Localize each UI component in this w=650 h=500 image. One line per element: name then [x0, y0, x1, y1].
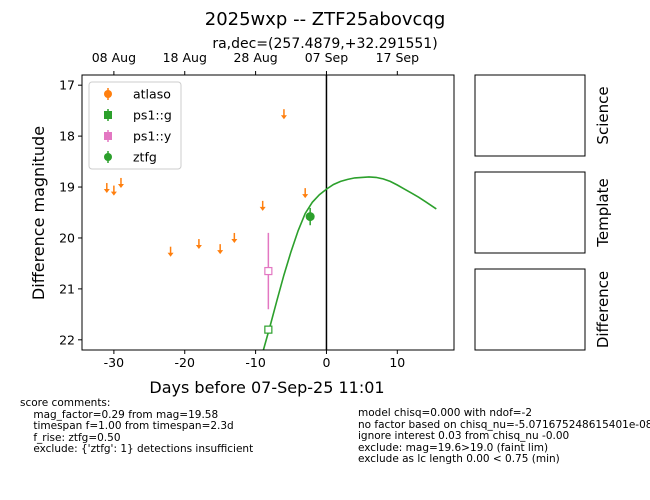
top-axis-label: 07 Sep	[305, 50, 349, 65]
atlaso-limit-arrow	[167, 252, 174, 257]
atlaso-limit-arrow	[302, 194, 309, 199]
legend-marker	[104, 132, 112, 140]
y-tick-label: 22	[59, 332, 75, 347]
cutout-panel-difference	[474, 268, 586, 351]
score-comment-line: score comments:	[20, 397, 111, 409]
chart-title: 2025wxp -- ZTF25abovcqg	[205, 9, 446, 30]
ps1::y-point	[264, 266, 273, 276]
atlaso-limit-arrow	[195, 245, 202, 250]
cutout-panel-science	[474, 74, 586, 157]
legend-label: atlaso	[133, 87, 171, 102]
legend-marker	[104, 90, 112, 98]
x-tick-label: 0	[322, 355, 330, 370]
model-comment-line: no factor based on chisq_nu=-5.071675248…	[358, 418, 650, 431]
score-comment-line: f_rise: ztfg=0.50	[20, 431, 121, 444]
ztfg-point	[305, 212, 315, 222]
legend-label: ps1::g	[133, 108, 172, 123]
x-tick-label: 10	[389, 355, 405, 370]
cutout-label-template: Template	[594, 178, 612, 247]
y-tick-label: 19	[59, 180, 75, 195]
legend-marker	[104, 153, 112, 161]
atlaso-limit-arrow	[217, 250, 224, 255]
model-comment-line: exclude: mag=19.6>19.0 (faint lim)	[358, 441, 549, 454]
legend-marker	[104, 111, 112, 119]
plot-frame	[81, 74, 455, 351]
y-tick-label: 21	[59, 281, 75, 296]
score-comment-line: timespan f=1.00 from timespan=2.3d	[20, 420, 234, 432]
top-axis-label: 28 Aug	[233, 50, 277, 65]
model-comment-line: exclude as lc length 0.00 < 0.75 (min)	[358, 453, 560, 465]
x-tick-label: -20	[175, 355, 195, 370]
atlaso-limit-arrow	[117, 183, 124, 188]
cutout-label-science: Science	[594, 86, 612, 144]
cutout-panels: Science Template Difference	[474, 74, 612, 351]
y-tick-label: 17	[59, 78, 75, 93]
score-comments: score comments: mag_factor=0.29 from mag…	[20, 397, 254, 456]
y-tick-label: 18	[59, 129, 75, 144]
top-axis-label: 18 Aug	[163, 50, 207, 65]
score-comment-line: exclude: {'ztfg': 1} detections insuffic…	[20, 443, 254, 455]
x-tick-label: -30	[104, 355, 124, 370]
model-curve-line	[262, 176, 437, 350]
top-axis-label: 17 Sep	[376, 50, 420, 65]
atlaso-limit-arrow	[280, 115, 287, 120]
chart-subtitle: ra,dec=(257.4879,+32.291551)	[212, 36, 437, 52]
cutout-panel-template	[474, 171, 586, 254]
cutout-label-difference: Difference	[594, 271, 612, 348]
atlaso-limit-arrow	[103, 189, 110, 194]
legend-box	[88, 81, 182, 170]
model-comment-line: model chisq=0.000 with ndof=-2	[358, 407, 533, 419]
legend-label: ps1::y	[133, 129, 172, 144]
atlaso-limit-arrow	[110, 191, 117, 196]
x-tick-label: -10	[245, 355, 265, 370]
y-tick-label: 20	[59, 230, 75, 245]
ps1::g-point	[264, 325, 273, 334]
score-comment-line: mag_factor=0.29 from mag=19.58	[20, 408, 219, 421]
y-axis-label: Difference magnitude	[29, 126, 48, 300]
legend-label: ztfg	[133, 150, 157, 165]
model-comments: model chisq=0.000 with ndof=-2 no factor …	[358, 407, 650, 466]
atlaso-limit-arrow	[231, 238, 238, 243]
plot-area: -30 -20 -10 0 10 17 18 19 20 21 22 08 Aug 18 Aug 28 A…	[59, 50, 455, 370]
model-comment-line: ignore interest 0.03 from chisq_nu -0.00	[358, 430, 570, 442]
atlaso-limit-arrow	[259, 206, 266, 211]
x-axis-label: Days before 07-Sep-25 11:01	[149, 378, 384, 397]
top-axis-label: 08 Aug	[92, 50, 136, 65]
